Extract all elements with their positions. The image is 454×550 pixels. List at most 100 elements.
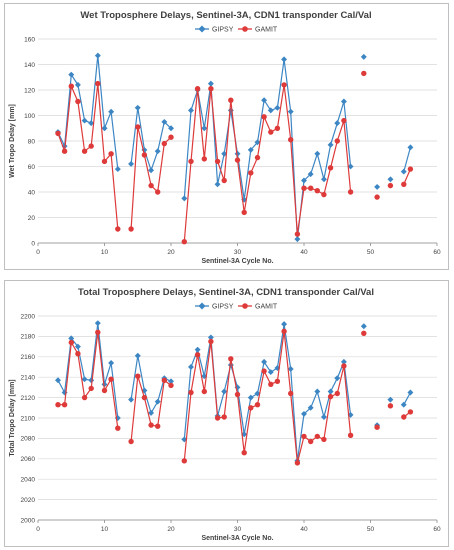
data-point-circle — [301, 433, 307, 440]
x-axis-label: Sentinel-3A Cycle No. — [201, 258, 273, 265]
data-point-circle — [188, 389, 194, 396]
x-tick-label: 0 — [36, 526, 40, 533]
series-line — [403, 392, 411, 405]
y-tick-label: 2080 — [21, 436, 36, 443]
data-point-circle — [261, 368, 267, 374]
data-point-diamond — [407, 144, 414, 151]
data-point-circle — [241, 209, 247, 216]
data-point-diamond — [68, 71, 75, 78]
wet-delay-chart-panel: Wet Troposphere Delays, Sentinel-3A, CDN… — [4, 3, 449, 270]
chart-title: Wet Troposphere Delays, Sentinel-3A, CDN… — [80, 10, 371, 21]
y-axis-label: Wet Tropo Delay [mm] — [9, 104, 16, 178]
data-point-diamond — [327, 388, 334, 395]
data-point-circle — [294, 460, 301, 466]
x-tick-label: 60 — [433, 526, 441, 533]
legend-label: GIPSY — [212, 26, 234, 33]
data-point-circle — [301, 185, 307, 191]
data-point-circle — [194, 352, 201, 358]
x-tick-label: 10 — [101, 526, 109, 533]
data-point-diamond — [334, 375, 341, 382]
data-point-diamond — [387, 176, 394, 183]
y-tick-label: 2140 — [21, 375, 36, 382]
data-point-circle — [347, 189, 354, 195]
data-point-circle — [201, 388, 207, 395]
data-point-circle — [141, 152, 148, 158]
y-tick-label: 20 — [28, 215, 36, 222]
total-delay-chart-panel: Total Troposphere Delays, Sentinel-3A, C… — [4, 280, 449, 547]
data-point-circle — [281, 328, 287, 334]
data-point-circle — [75, 98, 81, 105]
data-point-circle — [95, 80, 101, 87]
data-point-circle — [88, 143, 94, 149]
data-point-diamond — [134, 352, 141, 359]
data-point-diamond — [267, 369, 274, 376]
total-delay-chart: Total Troposphere Delays, Sentinel-3A, C… — [9, 287, 441, 542]
x-tick-label: 30 — [234, 249, 242, 256]
data-point-diamond — [334, 120, 341, 127]
data-point-diamond — [74, 81, 81, 88]
data-point-diamond — [321, 176, 327, 183]
data-point-circle — [108, 151, 114, 157]
data-point-circle — [254, 154, 261, 161]
data-point-diamond — [88, 377, 95, 384]
data-point-diamond — [227, 107, 234, 114]
data-point-circle — [407, 166, 414, 172]
data-point-circle — [68, 83, 74, 89]
x-axis-label: Sentinel-3A Cycle No. — [201, 535, 273, 542]
data-point-diamond — [314, 150, 321, 157]
data-point-circle — [321, 436, 327, 443]
x-tick-label: 40 — [300, 526, 308, 533]
series-line — [57, 323, 119, 419]
data-point-circle — [101, 158, 108, 165]
data-point-circle — [341, 363, 347, 369]
data-point-circle — [148, 422, 154, 428]
data-point-diamond — [261, 97, 268, 104]
data-point-diamond — [187, 107, 194, 114]
legend: GIPSY GAMIT — [195, 302, 278, 310]
data-point-diamond — [94, 52, 101, 59]
data-point-circle — [387, 403, 394, 409]
x-tick-label: 20 — [167, 526, 175, 533]
data-point-circle — [321, 191, 327, 198]
series-line — [403, 168, 411, 185]
series-line — [183, 331, 352, 464]
data-point-circle — [327, 165, 334, 171]
data-point-circle — [234, 391, 241, 398]
data-point-circle — [55, 130, 61, 137]
data-point-diamond — [340, 98, 347, 105]
data-point-diamond — [327, 141, 334, 148]
data-point-circle — [361, 70, 367, 77]
data-point-diamond — [108, 108, 115, 115]
data-point-circle — [208, 338, 214, 345]
data-point-circle — [201, 156, 207, 162]
series-line — [403, 147, 411, 172]
data-point-diamond — [108, 359, 115, 366]
data-point-circle — [308, 185, 314, 191]
data-point-circle — [374, 424, 380, 430]
data-point-circle — [228, 97, 234, 103]
data-point-diamond — [407, 389, 414, 396]
data-point-circle — [135, 373, 141, 379]
data-point-circle — [161, 377, 167, 383]
x-tick-label: 10 — [101, 249, 109, 256]
data-point-circle — [135, 124, 141, 130]
data-point-diamond — [274, 104, 281, 111]
data-point-diamond — [347, 163, 354, 170]
y-tick-label: 40 — [28, 189, 36, 196]
data-point-circle — [81, 394, 88, 401]
data-point-circle — [168, 134, 174, 140]
data-point-diamond — [294, 236, 301, 243]
x-tick-label: 20 — [167, 249, 175, 256]
data-point-circle — [95, 329, 101, 335]
legend-label: GIPSY — [212, 303, 234, 310]
data-point-circle — [108, 376, 114, 382]
data-point-diamond — [400, 401, 407, 408]
data-point-diamond — [214, 181, 221, 188]
data-point-circle — [221, 177, 227, 184]
data-point-circle — [334, 390, 340, 397]
data-point-diamond — [314, 388, 321, 395]
data-point-diamond — [81, 117, 88, 124]
data-point-circle — [75, 351, 81, 357]
data-point-circle — [88, 385, 94, 392]
y-tick-label: 60 — [28, 164, 36, 171]
